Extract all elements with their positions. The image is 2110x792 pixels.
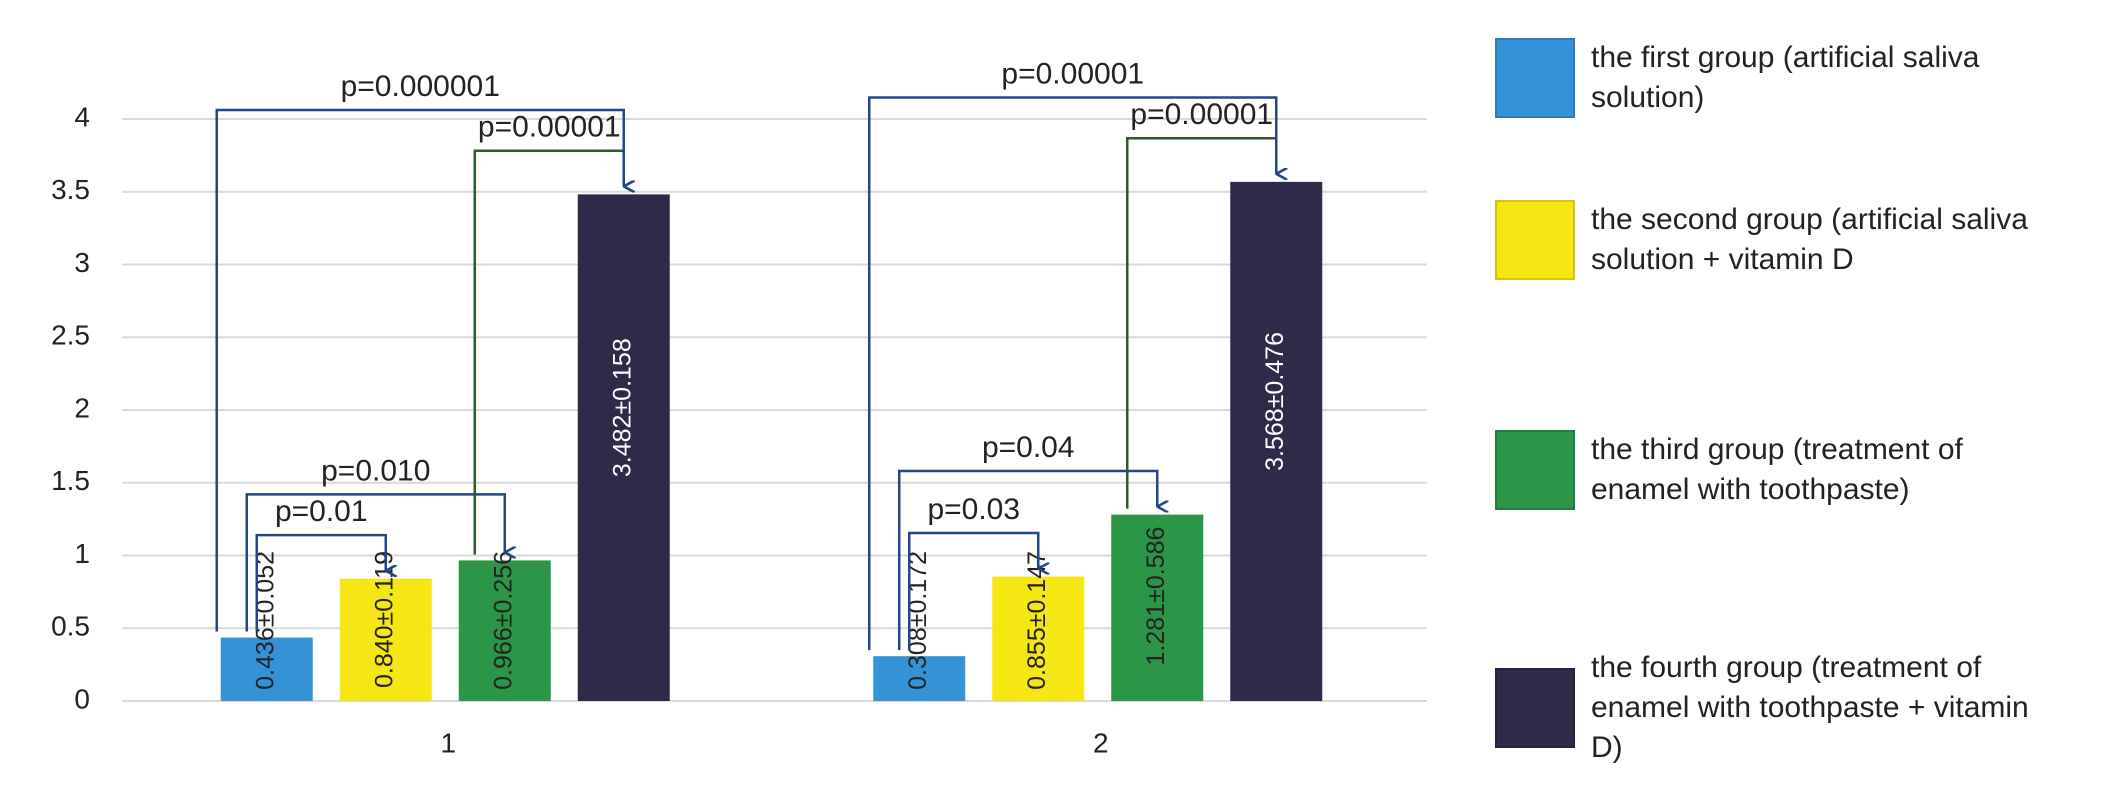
legend-swatch <box>1495 668 1575 748</box>
comparison-bracket <box>898 469 1157 651</box>
bar <box>220 637 313 701</box>
value-label: 0.966±0.256 <box>489 551 517 690</box>
bar <box>458 560 551 701</box>
comparison-bracket <box>908 531 1038 651</box>
value-label: 0.840±0.119 <box>370 551 398 688</box>
legend-swatch <box>1495 200 1575 280</box>
bar <box>1230 181 1323 701</box>
p-value-label: p=0.00001 <box>1001 57 1144 90</box>
bar <box>577 194 670 701</box>
y-tick-label: 0.5 <box>51 611 90 642</box>
y-tick-label: 1.5 <box>51 465 90 496</box>
legend-swatch <box>1495 430 1575 510</box>
comparison-bracket <box>868 96 1276 651</box>
value-label: 3.568±0.476 <box>1261 332 1289 471</box>
bar <box>1111 514 1204 701</box>
x-tick-label: 1 <box>440 727 456 758</box>
y-tick-label: 2 <box>74 392 90 423</box>
comparison-bracket <box>215 108 624 632</box>
legend-swatch <box>1495 38 1575 118</box>
y-tick-label: 3.5 <box>51 174 90 205</box>
p-value-label: p=0.00001 <box>478 111 621 144</box>
y-tick-label: 3 <box>74 247 90 278</box>
legend-item: the second group (artificial saliva solu… <box>1495 200 2095 280</box>
legend-label: the fourth group (treatment of enamel wi… <box>1591 651 2029 764</box>
y-tick-label: 4 <box>74 101 90 132</box>
p-value-label: p=0.010 <box>321 454 430 487</box>
p-value-label: p=0.000001 <box>341 70 500 103</box>
y-tick-label: 0 <box>74 683 90 714</box>
legend-item: the third group (treatment of enamel wit… <box>1495 430 2095 510</box>
value-label: 1.281±0.586 <box>1142 527 1170 666</box>
y-tick-label: 1 <box>74 538 90 569</box>
p-value-label: p=0.04 <box>982 431 1075 464</box>
bar <box>873 656 966 701</box>
p-value-label: p=0.01 <box>275 495 368 528</box>
comparison-bracket <box>245 493 505 632</box>
legend-item: the first group (artificial saliva solut… <box>1495 38 2095 118</box>
legend-item: the fourth group (treatment of enamel wi… <box>1495 648 2095 768</box>
x-tick-label: 2 <box>1093 727 1109 758</box>
value-label: 0.855±0.147 <box>1023 551 1051 690</box>
comparison-bracket <box>255 533 386 632</box>
bar <box>992 576 1085 701</box>
legend-label: the first group (artificial saliva solut… <box>1591 41 1980 114</box>
value-label: 3.482±0.158 <box>608 338 636 477</box>
y-tick-label: 2.5 <box>51 320 90 351</box>
p-value-label: p=0.00001 <box>1130 98 1273 131</box>
legend-label: the second group (artificial saliva solu… <box>1591 203 2028 276</box>
p-value-label: p=0.03 <box>927 493 1020 526</box>
legend-label: the third group (treatment of enamel wit… <box>1591 433 1963 506</box>
bar <box>339 578 432 701</box>
